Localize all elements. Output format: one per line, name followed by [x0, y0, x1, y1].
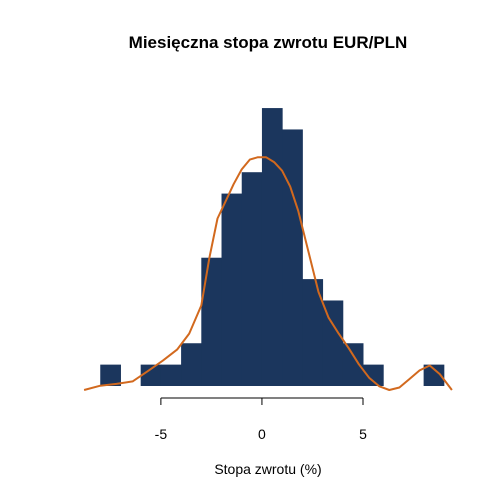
histogram-bar [140, 364, 162, 386]
histogram-bar [302, 279, 324, 386]
x-tick-label: -5 [155, 426, 168, 442]
histogram-bar [100, 364, 121, 386]
x-tick-label: 5 [359, 426, 367, 442]
histogram-bars [100, 108, 445, 386]
histogram-bar [423, 364, 445, 386]
chart-title: Miesięczna stopa zwrotu EUR/PLN [129, 33, 408, 52]
histogram-bar [160, 364, 182, 386]
histogram-bar [181, 343, 202, 386]
x-axis: -5 0 5 [155, 397, 367, 442]
x-tick-label: 0 [258, 426, 266, 442]
histogram-bar [241, 172, 263, 386]
histogram-bar [282, 129, 303, 386]
histogram-bar [342, 343, 364, 386]
histogram-bar [221, 193, 243, 386]
histogram-bar [201, 257, 223, 386]
histogram-bar [322, 300, 344, 386]
histogram-bar [261, 108, 283, 386]
histogram-bar [362, 364, 384, 386]
x-axis-label: Stopa zwrotu (%) [214, 461, 321, 477]
density-curve [83, 156, 453, 391]
